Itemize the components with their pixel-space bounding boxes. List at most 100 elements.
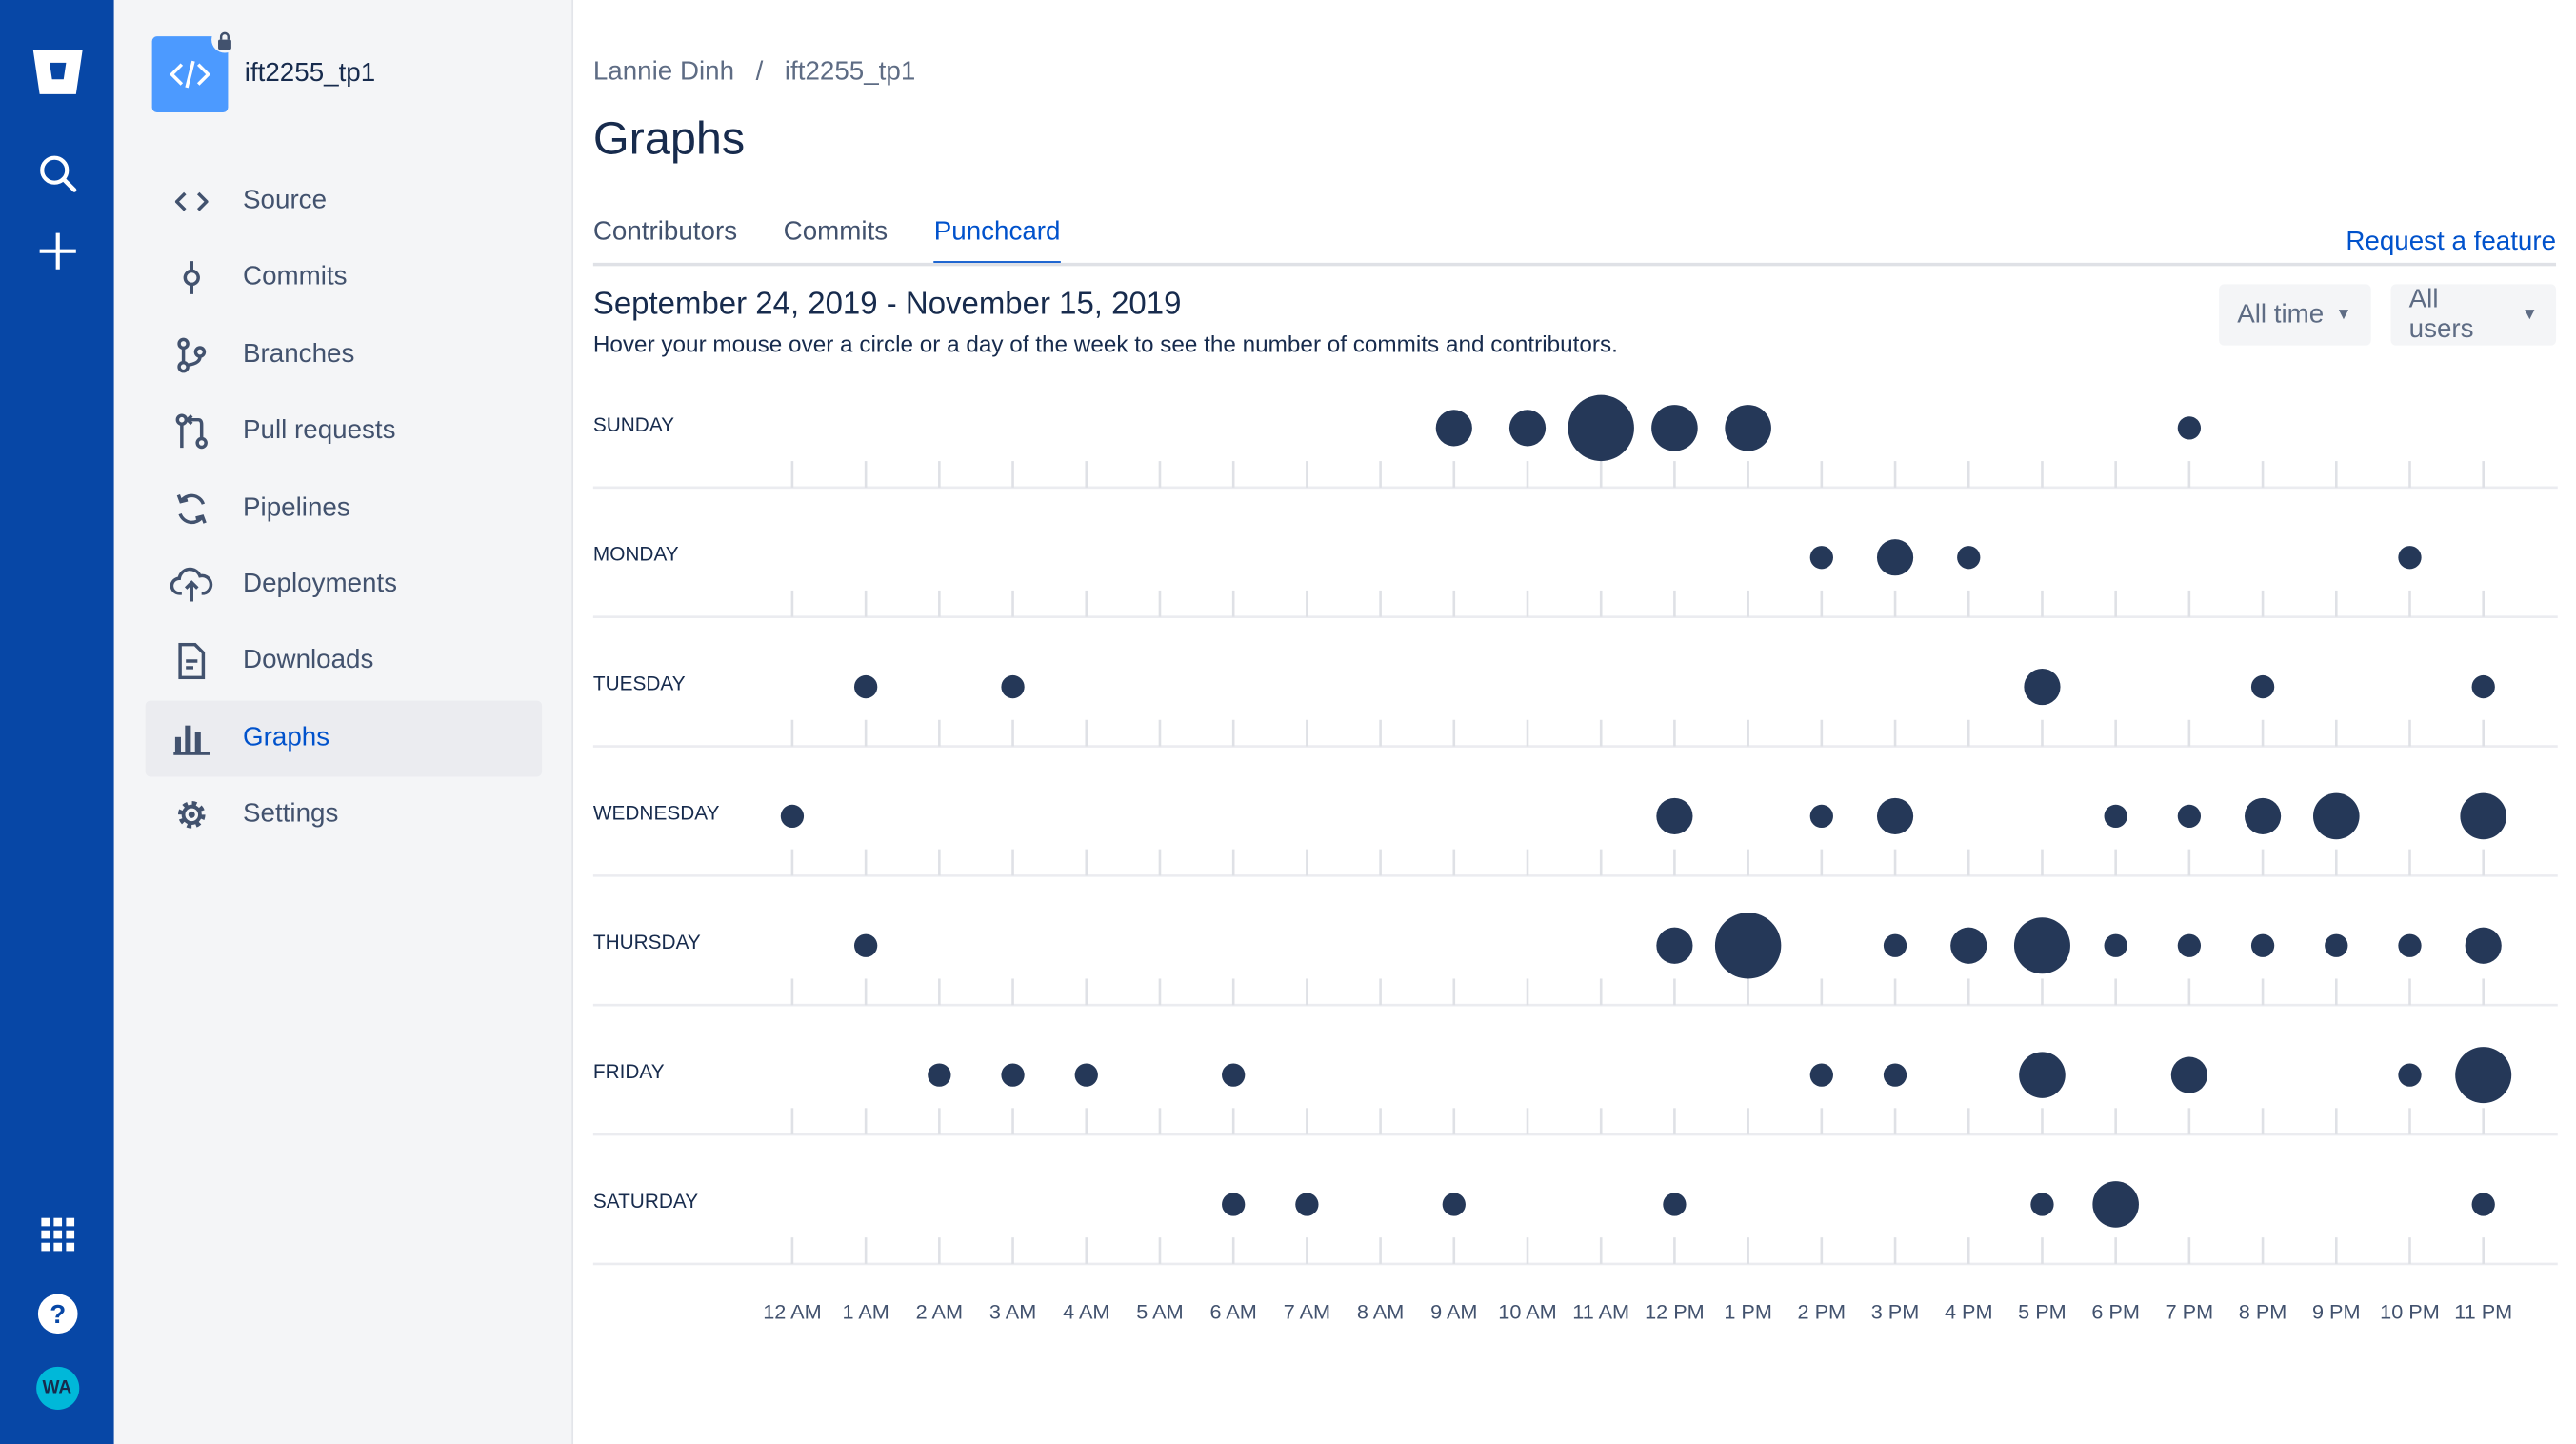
repo-avatar[interactable] [151,26,238,112]
commit-dot[interactable] [1001,1063,1025,1087]
commit-dot[interactable] [853,674,878,699]
commit-dot[interactable] [2471,674,2495,699]
hour-label: 4 AM [1063,1300,1109,1324]
commit-dot[interactable] [2092,1181,2139,1228]
commit-dot[interactable] [1809,804,1833,829]
time-range-dropdown[interactable]: All time ▼ [2219,284,2371,346]
commit-dot[interactable] [1950,927,1987,964]
commit-dot[interactable] [1876,797,1914,835]
commit-dot[interactable] [1651,405,1698,451]
sidebar-item-pipelines[interactable]: Pipelines [146,471,542,547]
plus-icon[interactable] [0,230,114,272]
bitbucket-logo-icon[interactable] [0,40,114,99]
commit-dot[interactable] [1001,674,1025,699]
commit-dot[interactable] [2455,1047,2512,1104]
commit-dot[interactable] [2250,933,2275,957]
commit-dot[interactable] [2244,797,2282,835]
sidebar-item-label: Commits [243,262,348,291]
commit-dot[interactable] [2313,792,2360,840]
commit-dot[interactable] [2177,933,2202,957]
commit-dot[interactable] [1883,933,1907,957]
commit-dot[interactable] [1876,539,1914,576]
commit-dot[interactable] [2398,933,2422,957]
commit-dot[interactable] [1809,546,1833,570]
commit-dot[interactable] [1809,1063,1833,1087]
commit-dot[interactable] [1442,1193,1466,1216]
request-feature-link[interactable]: Request a feature [2346,228,2557,256]
day-label[interactable]: THURSDAY [593,932,701,953]
day-label[interactable]: SATURDAY [593,1191,698,1213]
day-label[interactable]: MONDAY [593,544,679,566]
commit-dot[interactable] [2030,1193,2054,1216]
commit-dot[interactable] [853,933,878,957]
repo-name[interactable]: ift2255_tp1 [244,59,376,88]
svg-text:?: ? [49,1299,65,1329]
commit-icon [169,259,215,295]
sidebar-item-branches[interactable]: Branches [146,317,542,393]
day-label[interactable]: SUNDAY [593,414,674,436]
sidebar-item-settings[interactable]: Settings [146,776,542,852]
tabs-divider [592,262,2557,267]
help-icon[interactable]: ? [0,1293,114,1335]
commit-dot[interactable] [1568,394,1634,462]
user-avatar-button[interactable]: WA [0,1366,114,1410]
commit-dot[interactable] [2465,927,2502,964]
commit-dot[interactable] [2170,1056,2207,1093]
day-label[interactable]: WEDNESDAY [593,802,720,824]
sidebar-item-pull-requests[interactable]: Pull requests [146,393,542,470]
sidebar-item-graphs[interactable]: Graphs [145,700,543,777]
hour-label: 9 AM [1430,1300,1477,1324]
commit-dot[interactable] [1435,410,1472,447]
sidebar-item-label: Source [243,187,328,215]
commit-dot[interactable] [1656,797,1693,835]
sidebar-item-deployments[interactable]: Deployments [146,547,542,623]
commit-dot[interactable] [1508,410,1547,447]
tab-commits[interactable]: Commits [783,218,889,247]
commit-dot[interactable] [1222,1063,1246,1087]
commit-dot[interactable] [2325,933,2348,957]
commit-dot[interactable] [1295,1193,1319,1216]
hour-label: 8 AM [1357,1300,1404,1324]
commit-dot[interactable] [2019,1052,2066,1098]
commit-dot[interactable] [2471,1193,2495,1216]
sidebar-item-label: Pipelines [243,493,350,523]
commit-dot[interactable] [1074,1063,1098,1087]
hour-label: 3 AM [989,1300,1036,1324]
user-filter-dropdown[interactable]: All users ▼ [2390,284,2557,346]
breadcrumb-repo[interactable]: ift2255_tp1 [784,57,916,87]
commit-dot[interactable] [1663,1193,1687,1216]
lock-icon [211,26,238,53]
commit-dot[interactable] [2460,792,2506,840]
commit-dot[interactable] [2250,674,2275,699]
commit-dot[interactable] [2177,804,2202,829]
day-label[interactable]: TUESDAY [593,673,686,695]
commit-dot[interactable] [2104,804,2127,829]
commit-dot[interactable] [2013,917,2070,974]
sidebar-item-label: Graphs [243,723,330,752]
commit-dot[interactable] [1883,1063,1907,1087]
sidebar-item-source[interactable]: Source [146,164,542,240]
commit-dot[interactable] [2398,546,2422,570]
commit-dot[interactable] [1714,913,1782,979]
hour-label: 10 AM [1498,1300,1556,1324]
commit-dot[interactable] [1725,405,1771,451]
tab-contributors[interactable]: Contributors [592,218,738,247]
search-icon[interactable] [0,152,114,195]
commit-dot[interactable] [780,804,805,829]
hour-label: 1 AM [842,1300,889,1324]
sidebar-item-commits[interactable]: Commits [146,240,542,316]
commit-dot[interactable] [1957,546,1981,570]
day-label[interactable]: FRIDAY [593,1061,665,1083]
breadcrumb-owner[interactable]: Lannie Dinh [592,57,735,87]
branch-icon [169,337,215,373]
app-switcher-icon[interactable] [0,1216,114,1253]
commit-dot[interactable] [2104,933,2127,957]
commit-dot[interactable] [928,1063,951,1087]
commit-dot[interactable] [1656,927,1693,964]
commit-dot[interactable] [1222,1193,1246,1216]
sidebar-item-downloads[interactable]: Downloads [146,623,542,699]
commit-dot[interactable] [2177,416,2202,440]
commit-dot[interactable] [2398,1063,2422,1087]
commit-dot[interactable] [2024,668,2061,706]
